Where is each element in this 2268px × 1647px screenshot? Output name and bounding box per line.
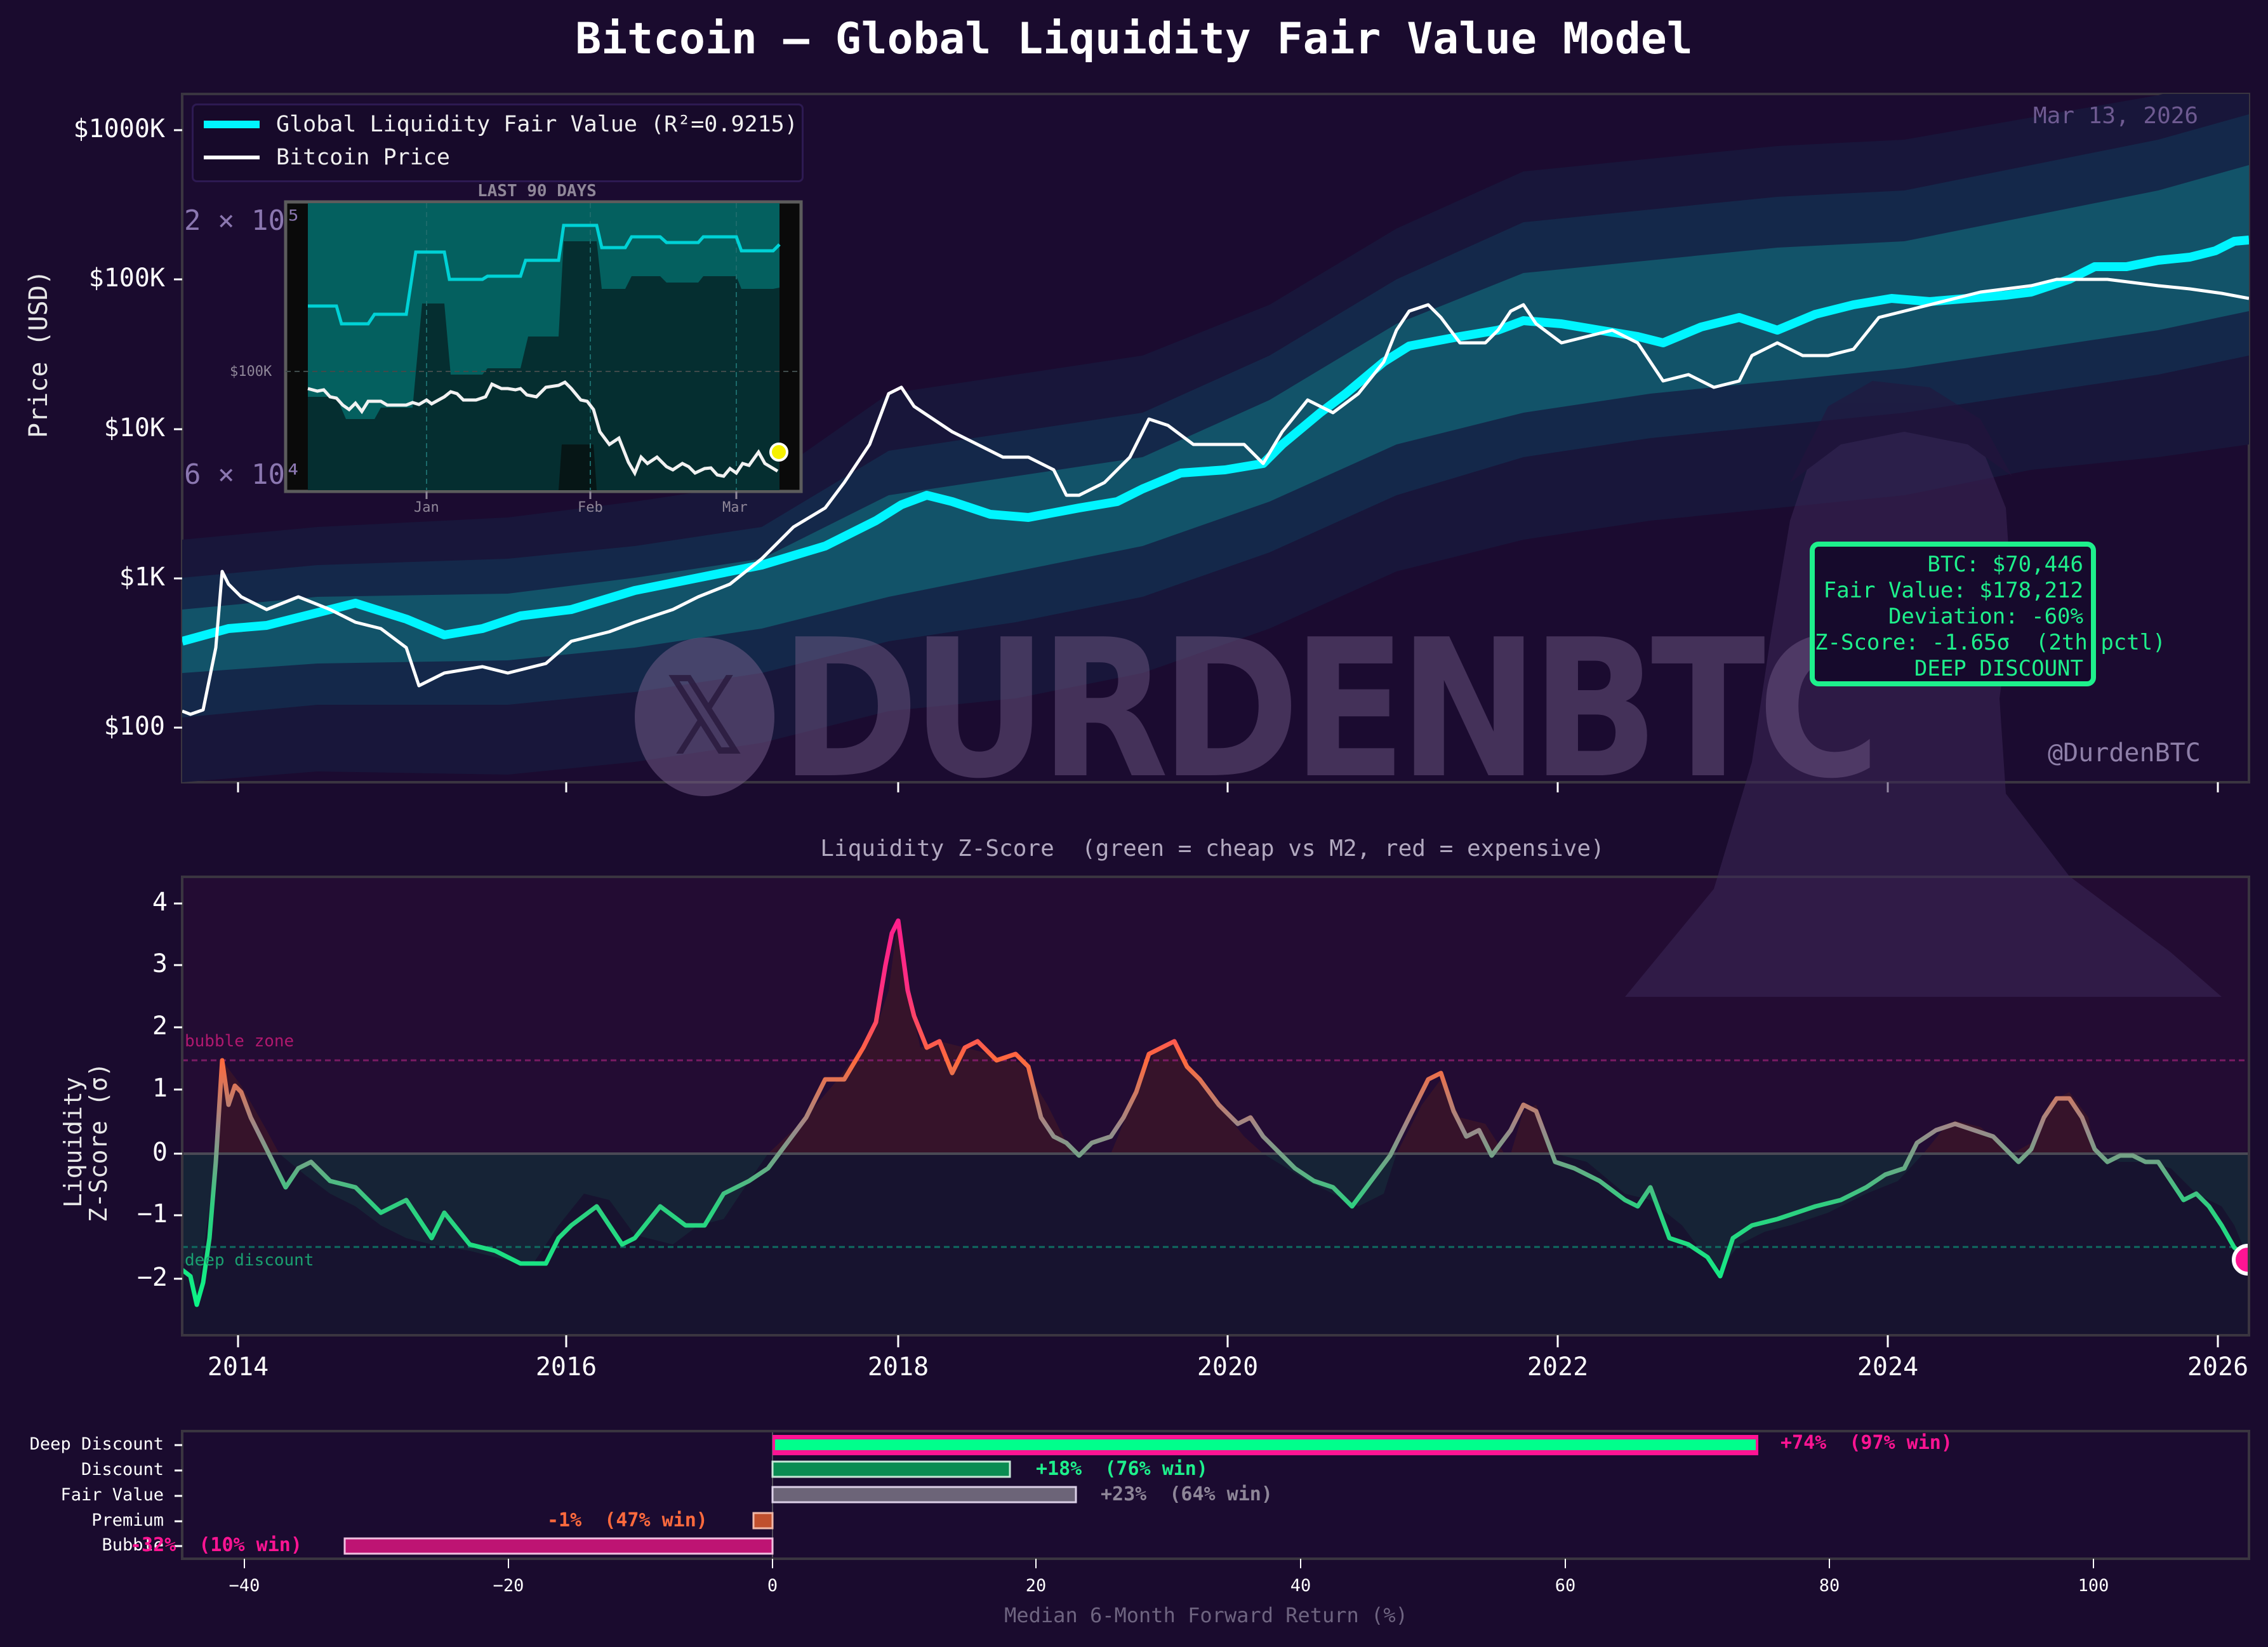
y-tick-100k: $100K	[88, 263, 165, 293]
inset-fair-value-line	[308, 223, 781, 326]
category-bubble: Bubble	[102, 1535, 164, 1555]
deviation-readout: Deviation: -60%	[1888, 604, 2083, 629]
bitcoin-price-line	[182, 277, 2249, 716]
bar-x-tick-20: 20	[1025, 1576, 1047, 1596]
durdenbtc-watermark: 𝕏 DURDENBTC	[635, 615, 1881, 805]
legend-swatch-cyan	[204, 121, 260, 128]
x-logo-icon: 𝕏	[635, 637, 774, 796]
bar-x-tick-60: 60	[1555, 1576, 1576, 1596]
bar-discount	[771, 1460, 1011, 1478]
inset-x-tick-mar: Mar	[722, 500, 748, 516]
band-1sigma-inner	[182, 165, 2249, 673]
bar-x-ticks	[244, 1559, 2094, 1568]
legend-item-fair-value: Global Liquidity Fair Value (R²=0.9215)	[204, 112, 798, 137]
bar-fair-value	[771, 1486, 1077, 1504]
chart-title: Bitcoin — Global Liquidity Fair Value Mo…	[575, 14, 1693, 64]
label-premium: -1% (47% win)	[547, 1509, 708, 1531]
returns-bar-panel	[175, 1430, 2250, 1568]
z-tick-0: 0	[152, 1138, 168, 1167]
label-fair-value: +23% (64% win)	[1101, 1483, 1273, 1505]
fair-value-readout: Fair Value: $178,212	[1823, 578, 2083, 603]
label-deep-discount: +74% (97% win)	[1781, 1432, 1953, 1454]
bubble-zone-label: bubble zone	[185, 1032, 295, 1051]
y-tick-1000k: $1000K	[73, 114, 166, 143]
bar-premium	[752, 1512, 774, 1530]
bar-x-tick-80: 80	[1819, 1576, 1840, 1596]
zscore-fill-negative	[182, 1154, 2249, 1302]
x-tick-2016: 2016	[535, 1352, 597, 1382]
label-discount: +18% (76% win)	[1036, 1458, 1208, 1480]
inset-y-tick-100k: $100K	[230, 364, 272, 380]
current-valuation-box: BTC: $70,446 Fair Value: $178,212 Deviat…	[1810, 542, 2166, 686]
zscore-x-ticks	[237, 1335, 2219, 1347]
portrait-watermark	[1625, 381, 2222, 997]
zscore-line	[182, 918, 2249, 1307]
z-tick-4: 4	[152, 888, 168, 917]
as-of-date: Mar 13, 2026	[2033, 103, 2199, 129]
fair-value-line	[182, 236, 2249, 646]
bar-bubble	[343, 1537, 774, 1555]
z-tick-minus-2: −2	[136, 1263, 168, 1292]
x-tick-2020: 2020	[1197, 1352, 1259, 1382]
zscore-fill-positive	[182, 917, 2095, 1154]
deep-discount-label: deep discount	[185, 1251, 314, 1270]
zscore-y-axis-label: Liquidity Z-Score (σ)	[59, 1062, 112, 1222]
label-bubble: -32% (10% win)	[130, 1534, 302, 1556]
x-tick-2014: 2014	[207, 1352, 269, 1382]
legend-item-bitcoin-price: Bitcoin Price	[204, 145, 450, 170]
inset-bitcoin-price-line	[307, 380, 779, 478]
bar-y-ticks	[175, 1444, 182, 1547]
bar-x-tick-40: 40	[1290, 1576, 1311, 1596]
y-tick-100: $100	[103, 712, 165, 741]
inset-y-tick-60k: 6 × 10⁴	[184, 458, 302, 491]
inset-x-tick-jan: Jan	[414, 500, 439, 516]
x-tick-2024: 2024	[1857, 1352, 1919, 1382]
x-tick-2022: 2022	[1527, 1352, 1589, 1382]
main-y-ticks	[174, 129, 182, 729]
inset-current-price-dot	[769, 443, 788, 462]
x-tick-2018: 2018	[867, 1352, 929, 1382]
zscore-readout: Z-Score: -1.65σ (2th pctl)	[1815, 630, 2166, 655]
category-deep-discount: Deep Discount	[29, 1434, 164, 1454]
returns-x-axis-label: Median 6-Month Forward Return (%)	[1004, 1603, 1408, 1627]
zscore-title: Liquidity Z-Score (green = cheap vs M2, …	[820, 836, 1605, 862]
category-premium: Premium	[91, 1510, 164, 1530]
bar-x-tick-minus-20: −20	[493, 1576, 524, 1596]
y-tick-1k: $1K	[119, 563, 165, 592]
z-tick-3: 3	[152, 949, 168, 978]
z-tick-2: 2	[152, 1011, 168, 1041]
bar-x-tick-0: 0	[767, 1576, 778, 1596]
legend-swatch-white	[204, 156, 260, 159]
category-fair-value: Fair Value	[60, 1485, 164, 1505]
inset-title: LAST 90 DAYS	[477, 182, 597, 201]
y-tick-10k: $10K	[103, 413, 165, 443]
inset-x-tick-feb: Feb	[578, 500, 603, 516]
main-legend: Global Liquidity Fair Value (R²=0.9215) …	[192, 103, 804, 182]
inset-last-90-days	[284, 200, 803, 499]
category-discount: Discount	[81, 1460, 164, 1479]
z-tick-minus-1: −1	[136, 1199, 168, 1229]
main-x-ticks	[237, 782, 2219, 792]
zscore-y-ticks	[174, 902, 182, 1280]
inset-y-tick-200k: 2 × 10⁵	[184, 204, 302, 237]
z-tick-1: 1	[152, 1074, 168, 1103]
btc-price-readout: BTC: $70,446	[1927, 552, 2083, 577]
bar-x-tick-100: 100	[2078, 1576, 2109, 1596]
valuation-status: DEEP DISCOUNT	[1914, 656, 2083, 681]
x-tick-2026: 2026	[2187, 1352, 2249, 1382]
bar-x-tick-minus-40: −40	[229, 1576, 260, 1596]
author-handle: @DurdenBTC	[2048, 738, 2201, 768]
